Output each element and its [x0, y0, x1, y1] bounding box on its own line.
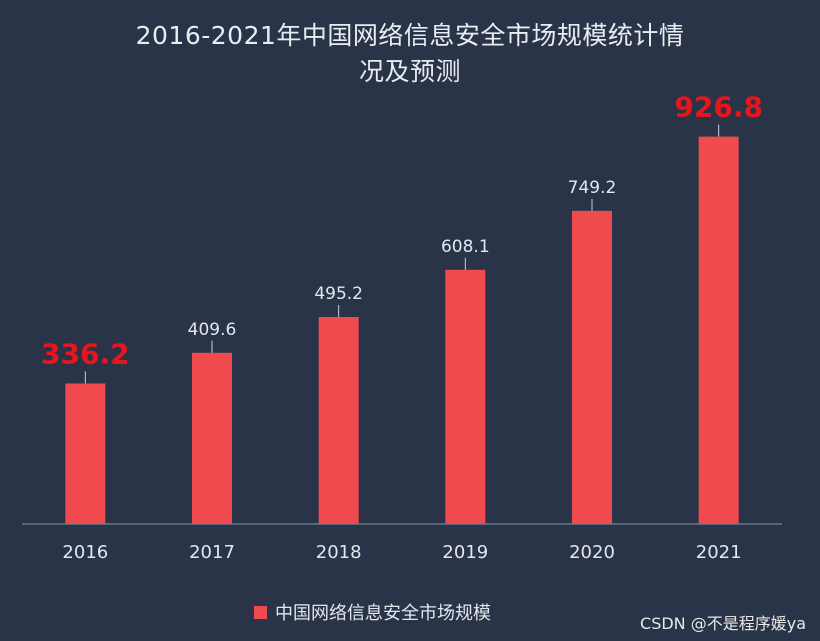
data-label-2018: 495.2	[314, 284, 363, 304]
bar-2018[interactable]	[318, 317, 359, 524]
bar-2020[interactable]	[572, 210, 612, 524]
x-tick-2018: 2018	[316, 542, 362, 563]
data-label-2019: 608.1	[441, 237, 490, 257]
bar-2019[interactable]	[445, 269, 486, 524]
data-label-2021: 926.8	[674, 91, 763, 124]
x-tick-2020: 2020	[569, 542, 615, 563]
x-tick-2021: 2021	[696, 542, 742, 563]
bar-2017[interactable]	[192, 352, 232, 524]
legend-label: 中国网络信息安全市场规模	[275, 603, 491, 624]
bar-2021[interactable]	[698, 136, 739, 524]
bar-2016[interactable]	[65, 383, 106, 524]
legend-swatch	[254, 605, 267, 619]
chart-title-line-1: 2016-2021年中国网络信息安全市场规模统计情	[135, 21, 685, 50]
data-label-2016: 336.2	[41, 337, 130, 370]
chart-title-line-2: 况及预测	[358, 57, 461, 86]
data-label-2017: 409.6	[188, 320, 237, 340]
x-tick-2017: 2017	[189, 542, 235, 563]
x-tick-2016: 2016	[62, 542, 108, 563]
data-label-2020: 749.2	[568, 178, 617, 198]
watermark: CSDN @不是程序媛ya	[640, 614, 806, 633]
chart-legend[interactable]: 中国网络信息安全市场规模	[254, 598, 491, 626]
x-tick-2019: 2019	[442, 542, 488, 563]
